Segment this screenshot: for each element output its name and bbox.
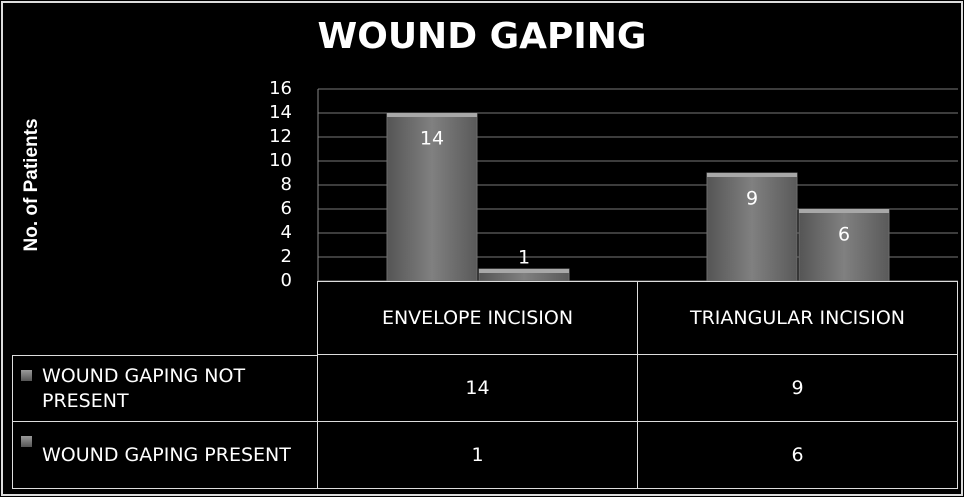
legend-row-header: WOUND GAPING NOT PRESENT	[12, 355, 318, 422]
legend-key	[21, 436, 32, 447]
chart-title: WOUND GAPING	[318, 16, 647, 57]
y-tick-label: 2	[281, 246, 292, 267]
y-tick-label: 14	[269, 102, 292, 123]
bar-top	[799, 209, 889, 213]
data-label: 1	[518, 247, 530, 269]
y-tick-label: 0	[281, 270, 292, 291]
table-value: 14	[318, 355, 638, 422]
y-axis-label: No. of Patients	[21, 118, 42, 251]
y-tick-label: 10	[269, 150, 292, 171]
y-tick-label: 8	[281, 174, 292, 195]
category-cell: TRIANGULAR INCISION	[638, 281, 958, 355]
bar	[386, 112, 478, 282]
legend-key	[21, 370, 32, 381]
legend-row-header: WOUND GAPING PRESENT	[12, 422, 318, 489]
table-corner	[12, 281, 318, 355]
bar	[706, 172, 798, 282]
legend-label: WOUND GAPING NOT PRESENT	[42, 364, 246, 412]
category-cell: ENVELOPE INCISION	[318, 281, 638, 355]
y-tick-label: 6	[281, 198, 292, 219]
bar-top	[387, 113, 477, 117]
y-tick-label: 4	[281, 222, 292, 243]
y-tick-label: 12	[269, 126, 292, 147]
legend-label: WOUND GAPING PRESENT	[42, 443, 291, 466]
bar-top	[707, 173, 797, 177]
data-label: 6	[838, 224, 850, 246]
table-value: 9	[638, 355, 958, 422]
bar-top	[479, 269, 569, 273]
table-value: 6	[638, 422, 958, 489]
table-value: 1	[318, 422, 638, 489]
data-label: 9	[746, 188, 758, 210]
y-tick-label: 16	[269, 78, 292, 99]
data-label: 14	[420, 128, 444, 150]
data-table: ENVELOPE INCISION TRIANGULAR INCISION WO…	[12, 281, 958, 489]
